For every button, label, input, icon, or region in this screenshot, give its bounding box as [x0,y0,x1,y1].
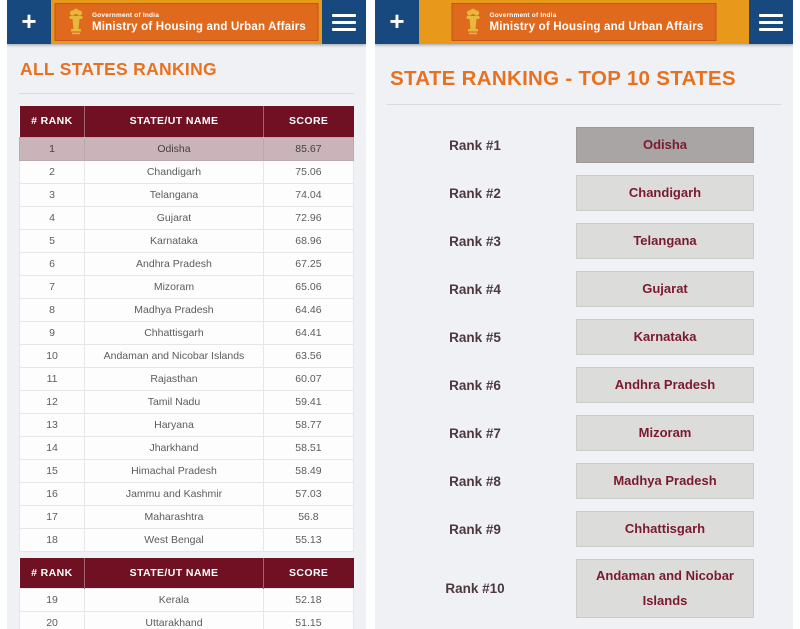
ministry-text: Government of India Ministry of Housing … [490,12,704,33]
rank-label: Rank #7 [449,425,501,441]
ministry-logo-banner: Government of India Ministry of Housing … [54,3,319,41]
menu-button[interactable] [322,0,366,44]
ranking-table-2: # RANK STATE/UT NAME SCORE 19 Kerala 52.18 20… [18,557,355,629]
ministry-text: Government of India Ministry of Housing … [92,12,306,33]
table-row: 16 Jammu and Kashmir 57.03 [18,481,355,506]
app-header: + Government of India Ministry of Housin… [7,0,366,44]
state-button[interactable]: Andaman and Nicobar Islands [576,559,754,618]
table-row: 8 Madhya Pradesh 64.46 [18,297,355,322]
table-row: 3 Telangana 74.04 [18,182,355,207]
state-button[interactable]: Chandigarh [576,175,754,211]
column-header: # RANK [19,557,86,589]
column-header: SCORE [263,106,354,137]
ranking-table-wrap: # RANK STATE/UT NAME SCORE 1 Odisha 85.67 2 Ch… [18,106,355,552]
gov-of-india-label: Government of India [92,11,160,19]
hamburger-icon [332,13,356,31]
table-row: 15 Himachal Pradesh 58.49 [18,458,355,483]
india-emblem-icon [466,8,480,35]
table-row: 1 Odisha 85.67 [18,136,355,161]
plus-icon: + [21,6,37,36]
rank-label: Rank #6 [449,377,501,393]
rank-label: Rank #3 [449,233,501,249]
plus-icon: + [389,6,405,36]
state-button[interactable]: Gujarat [576,271,754,307]
all-states-ranking-screen: + Government of India Ministry of Housin… [7,0,366,629]
rank-label: Rank #5 [449,329,501,345]
add-button[interactable]: + [7,0,51,44]
rank-row: Rank #4 Gujarat [375,271,793,307]
table-row: 9 Chhattisgarh 64.41 [18,320,355,345]
page-title: ALL STATES RANKING [20,59,217,79]
table-row: 2 Chandigarh 75.06 [18,159,355,184]
rank-row: Rank #2 Chandigarh [375,175,793,211]
table-row: 5 Karnataka 68.96 [18,228,355,253]
india-emblem-icon [69,8,83,35]
state-button[interactable]: Mizoram [576,415,754,451]
title-divider [19,93,354,94]
rank-label: Rank #2 [449,185,501,201]
rank-label: Rank #9 [449,521,501,537]
table-header-row: # RANK STATE/UT NAME SCORE [19,106,354,137]
rank-row: Rank #7 Mizoram [375,415,793,451]
rank-row: Rank #9 Chhattisgarh [375,511,793,547]
ministry-label: Ministry of Housing and Urban Affairs [489,20,704,33]
table-row: 4 Gujarat 72.96 [18,205,355,230]
rank-label: Rank #10 [445,580,505,596]
table-row: 20 Uttarakhand 51.15 [18,611,355,629]
column-header: STATE/UT NAME [84,106,264,137]
table-row: 12 Tamil Nadu 59.41 [18,389,355,414]
table-row: 7 Mizoram 65.06 [18,274,355,299]
rank-row: Rank #6 Andhra Pradesh [375,367,793,403]
state-button[interactable]: Andhra Pradesh [576,367,754,403]
ranking-table-wrap-2: # RANK STATE/UT NAME SCORE 19 Kerala 52.18 20… [18,557,355,629]
table-row: 6 Andhra Pradesh 67.25 [18,251,355,276]
menu-button[interactable] [749,0,793,44]
top-10-states-screen: + Government of India Ministry of Housin… [375,0,793,629]
rank-label: Rank #4 [449,281,501,297]
column-header: SCORE [263,557,354,589]
state-button[interactable]: Odisha [576,127,754,163]
hamburger-icon [759,13,783,31]
top-10-rank-list: Rank #1 Odisha Rank #2 Chandigarh Rank #3 Tel… [375,127,793,618]
rank-row: Rank #5 Karnataka [375,319,793,355]
ministry-logo-banner: Government of India Ministry of Housing … [451,3,717,41]
page-title: STATE RANKING - TOP 10 STATES [390,67,736,90]
ranking-table: # RANK STATE/UT NAME SCORE 1 Odisha 85.67 2 Ch… [18,106,355,552]
rank-row: Rank #8 Madhya Pradesh [375,463,793,499]
column-header: STATE/UT NAME [84,557,264,589]
state-button[interactable]: Telangana [576,223,754,259]
title-divider [387,104,781,105]
rank-label: Rank #1 [449,137,501,153]
table-row: 10 Andaman and Nicobar Islands 63.56 [18,343,355,368]
table-row: 19 Kerala 52.18 [18,588,355,612]
gov-of-india-label: Government of India [489,11,557,19]
table-row: 14 Jharkhand 58.51 [18,435,355,460]
table-row: 11 Rajasthan 60.07 [18,366,355,391]
table-row: 13 Haryana 58.77 [18,412,355,437]
table-header-row: # RANK STATE/UT NAME SCORE [19,557,354,589]
rank-row: Rank #1 Odisha [375,127,793,163]
ministry-label: Ministry of Housing and Urban Affairs [92,20,306,33]
state-button[interactable]: Madhya Pradesh [576,463,754,499]
state-button[interactable]: Chhattisgarh [576,511,754,547]
column-header: # RANK [19,106,86,137]
add-button[interactable]: + [375,0,419,44]
rank-label: Rank #8 [449,473,501,489]
state-button[interactable]: Karnataka [576,319,754,355]
rank-row: Rank #10 Andaman and Nicobar Islands [375,559,793,618]
table-row: 17 Maharashtra 56.8 [18,504,355,529]
rank-row: Rank #3 Telangana [375,223,793,259]
app-header: + Government of India Ministry of Housin… [375,0,793,44]
table-row: 18 West Bengal 55.13 [18,527,355,552]
